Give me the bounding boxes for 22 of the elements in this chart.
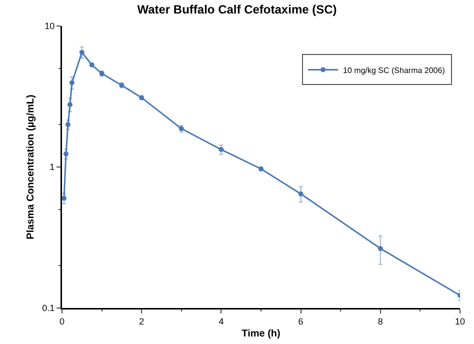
point (218, 147, 224, 152)
y-tick-label: 10 (44, 21, 55, 32)
point (378, 246, 383, 252)
point (69, 80, 74, 86)
y-tick-label: 1 (50, 162, 55, 172)
legend-label: 10 mg/kg SC (Sharma 2006) (343, 66, 446, 75)
point (79, 50, 84, 55)
point (67, 102, 72, 108)
y-axis-title: Plasma Concentration (µg/mL) (25, 94, 36, 240)
x-axis-title: Time (h) (242, 328, 280, 340)
chart-title: Water Buffalo Calf Cefotaxime (SC) (137, 2, 337, 17)
point (62, 196, 66, 201)
point (65, 122, 70, 128)
point (298, 191, 304, 196)
x-tick-label: 8 (378, 316, 383, 326)
x-tick-label: 4 (218, 316, 224, 326)
point (63, 151, 68, 156)
x-tick-label: 6 (298, 316, 304, 326)
x-tick-label: 10 (454, 316, 466, 326)
x-tick-label: 2 (139, 316, 144, 326)
y-tick-label: 0.1 (42, 303, 55, 314)
x-tick-label: 0 (59, 316, 65, 326)
